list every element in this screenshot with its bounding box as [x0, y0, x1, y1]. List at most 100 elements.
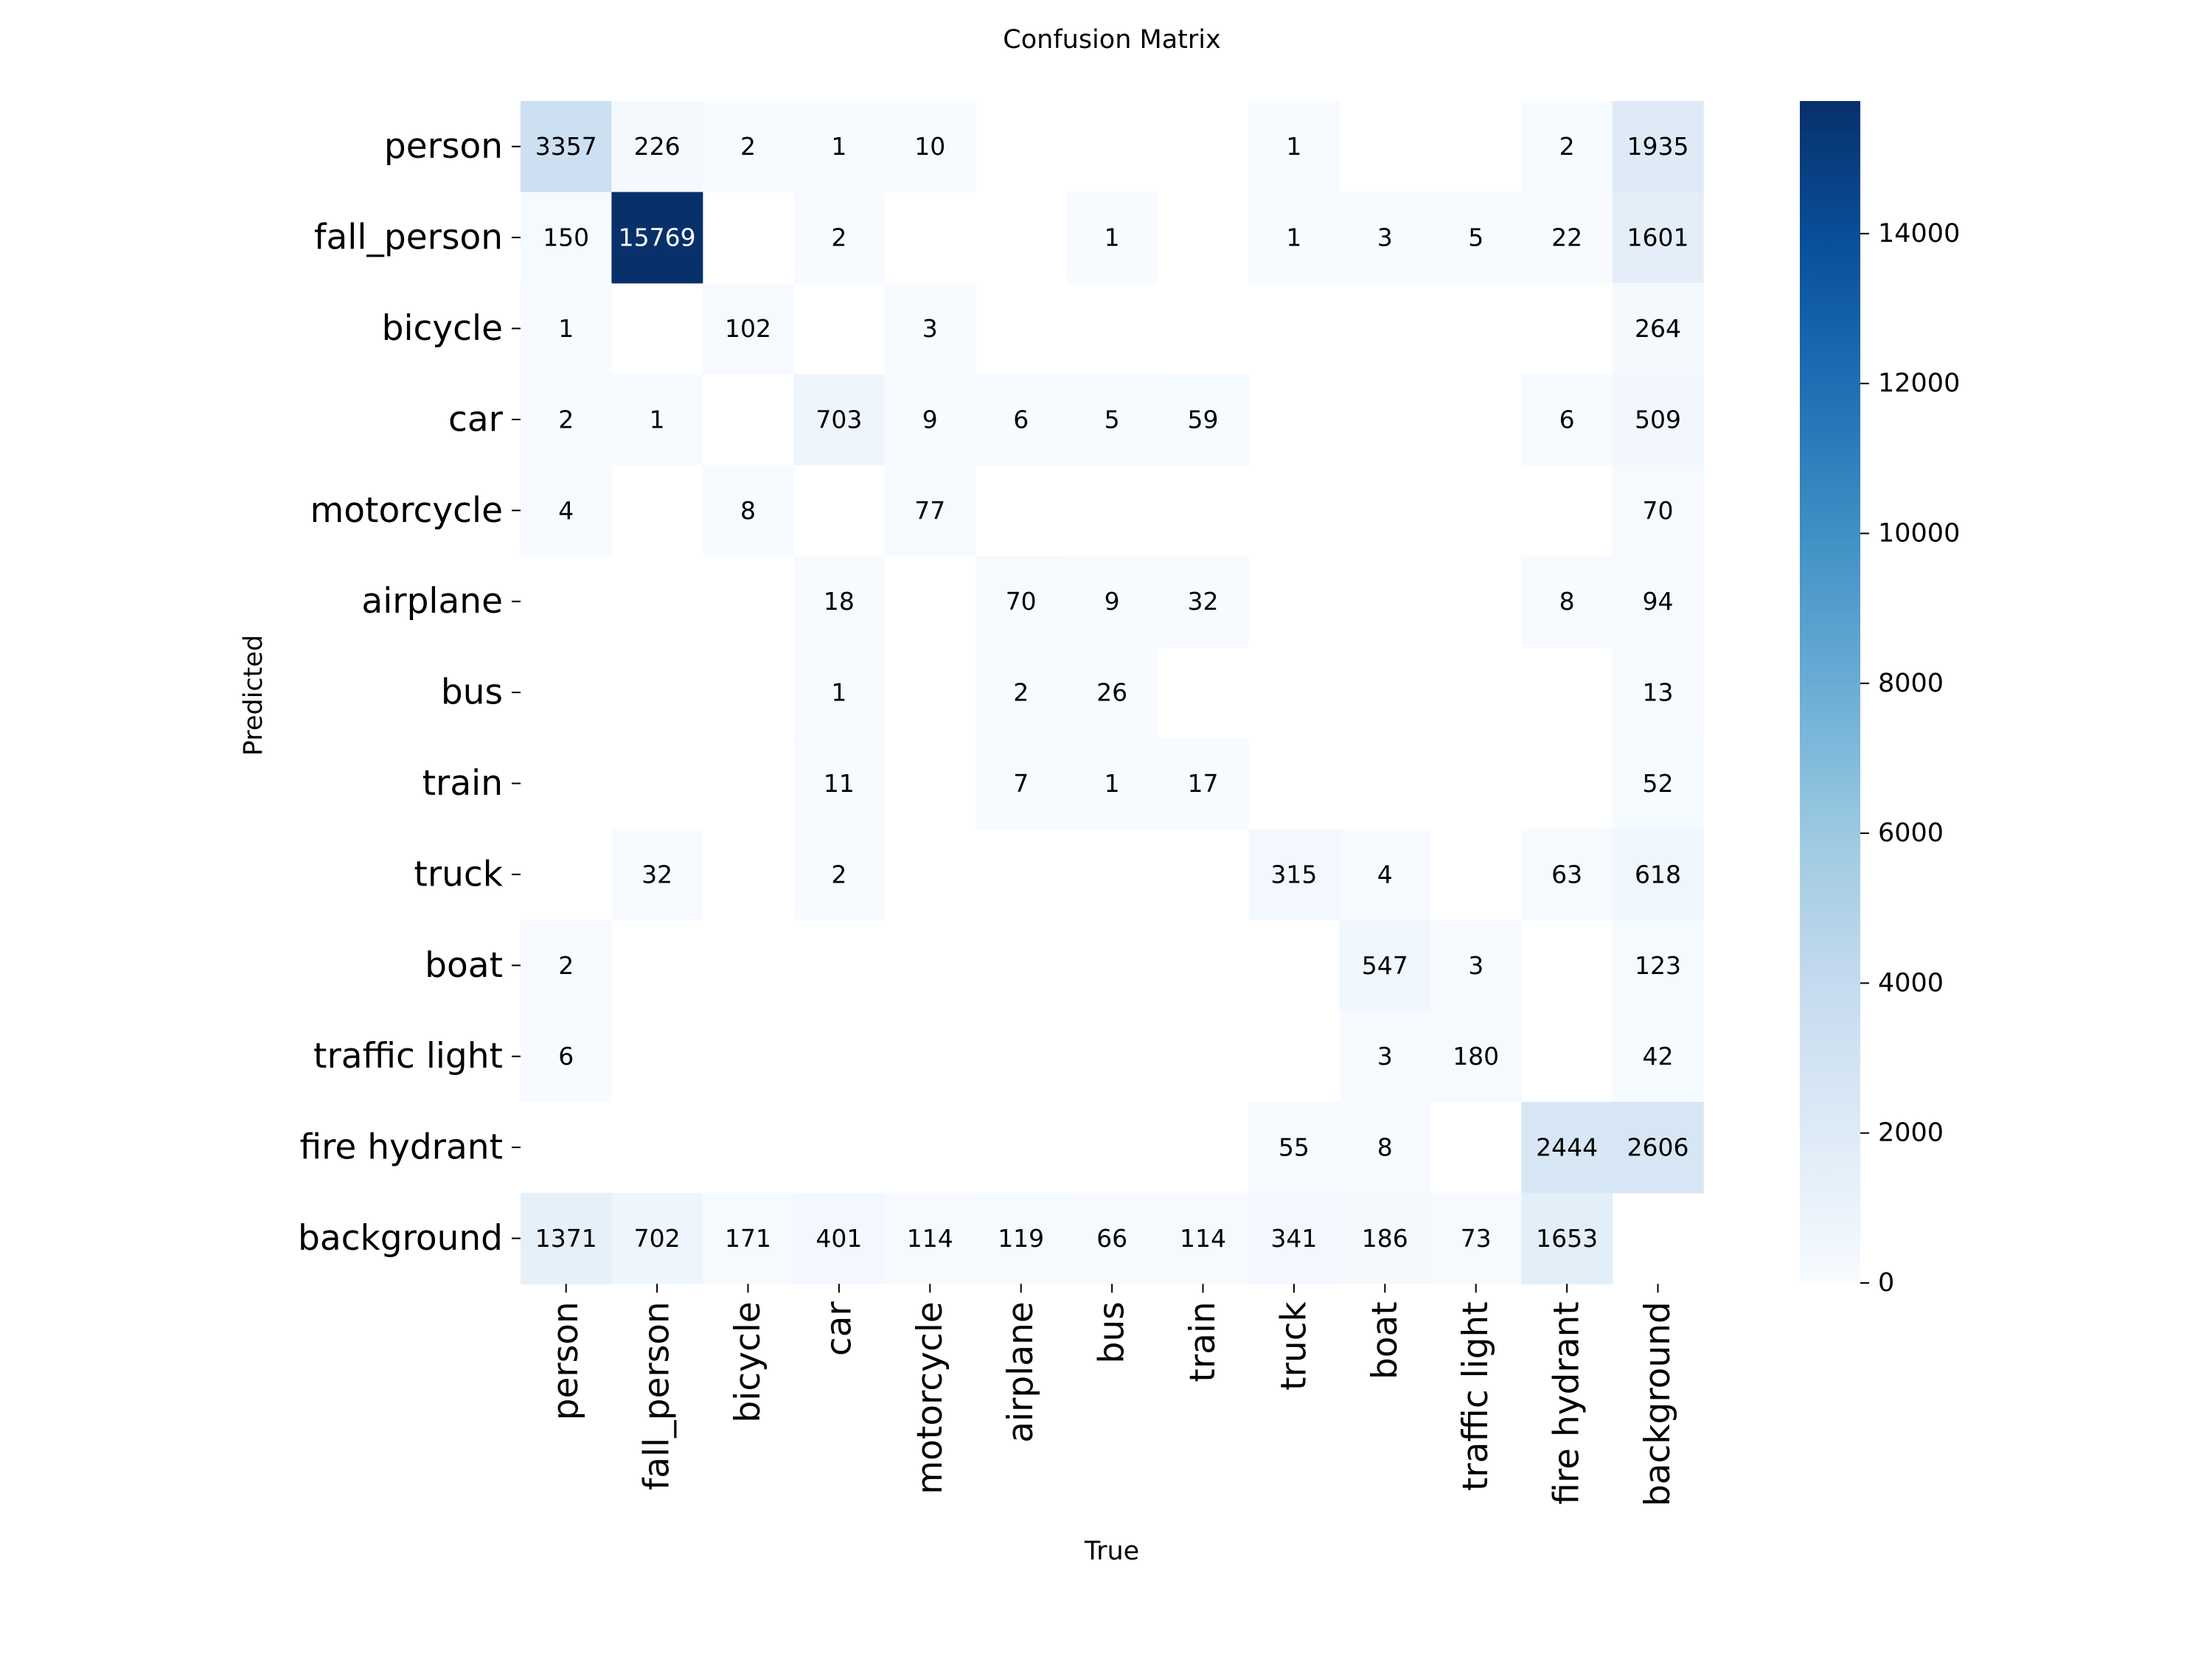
cell-value: 1935 — [1627, 132, 1689, 161]
heatmap-cell — [521, 465, 612, 557]
heatmap-cell — [611, 374, 703, 466]
cell-value: 119 — [998, 1224, 1044, 1253]
cell-value: 4 — [558, 496, 574, 525]
column-tick-label: fire hydrant — [1547, 1301, 1587, 1505]
cell-value: 1 — [1286, 223, 1301, 252]
cell-value: 1 — [650, 405, 665, 434]
heatmap-cell — [975, 1192, 1067, 1284]
heatmap-cells — [521, 101, 1704, 1284]
heatmap-cell — [611, 192, 703, 284]
cell-value: 26 — [1096, 678, 1127, 707]
heatmap-cell — [793, 829, 886, 921]
column-tick-label: motorcycle — [910, 1301, 950, 1494]
cell-value: 42 — [1643, 1042, 1674, 1071]
cell-value: 1 — [831, 132, 846, 161]
colorbar — [1800, 101, 1860, 1283]
heatmap-cell — [611, 1192, 703, 1284]
heatmap-cell — [1612, 556, 1704, 647]
cell-value: 703 — [815, 405, 862, 434]
cell-value: 171 — [725, 1224, 771, 1253]
heatmap-cell — [1612, 192, 1704, 284]
heatmap-cell — [1248, 192, 1340, 284]
heatmap-cell — [1521, 374, 1613, 466]
cell-value: 17 — [1188, 769, 1219, 798]
heatmap-cell — [702, 282, 794, 375]
heatmap-cell — [884, 1192, 976, 1284]
cell-value: 22 — [1551, 223, 1582, 252]
heatmap-cell — [1066, 1192, 1158, 1284]
cell-value: 2 — [1559, 132, 1575, 161]
cell-value: 1601 — [1627, 223, 1689, 252]
heatmap-cell — [1430, 192, 1522, 284]
cell-value: 114 — [1180, 1224, 1226, 1253]
row-tick-label: airplane — [361, 581, 503, 622]
column-tick-label: train — [1183, 1301, 1223, 1382]
heatmap-cell — [1612, 101, 1704, 192]
heatmap-cell — [884, 465, 976, 557]
column-tick-label: bus — [1092, 1301, 1133, 1363]
row-tick-label: person — [384, 126, 503, 167]
heatmap-cell — [1521, 829, 1613, 921]
heatmap-cell — [1521, 1192, 1613, 1284]
heatmap-cell — [1521, 101, 1613, 192]
cell-value: 73 — [1461, 1224, 1492, 1253]
cell-value: 401 — [815, 1224, 862, 1253]
heatmap-cell — [1339, 919, 1431, 1012]
cell-value: 6 — [1559, 405, 1575, 434]
cell-value: 3 — [922, 314, 938, 343]
heatmap-cell — [793, 101, 886, 192]
cell-value: 618 — [1635, 860, 1681, 888]
heatmap-cell — [1521, 192, 1613, 284]
cell-value: 3 — [1377, 223, 1393, 252]
heatmap-cell — [793, 737, 886, 830]
cell-value: 3357 — [535, 132, 597, 161]
heatmap-cell — [611, 101, 703, 192]
colorbar-tick-label: 10000 — [1878, 518, 1960, 548]
column-tick-label: bicycle — [728, 1301, 768, 1422]
heatmap-cell — [1248, 101, 1340, 192]
colorbar-tick-label: 12000 — [1878, 369, 1960, 398]
row-tick-label: motorcycle — [310, 490, 503, 531]
heatmap-cell — [1157, 374, 1249, 466]
colorbar-tick-label: 8000 — [1878, 669, 1944, 698]
cell-value: 509 — [1635, 405, 1681, 434]
heatmap-cell — [611, 829, 703, 921]
heatmap-cell — [1612, 374, 1704, 466]
cell-value: 102 — [725, 314, 771, 343]
column-tick-label: truck — [1273, 1301, 1314, 1390]
row-tick-label: bicycle — [382, 308, 503, 349]
cell-value: 6 — [1013, 405, 1029, 434]
cell-value: 77 — [914, 496, 945, 525]
heatmap-cell — [1339, 1102, 1431, 1194]
row-tick-label: fire hydrant — [299, 1127, 503, 1168]
cell-value: 8 — [1377, 1133, 1393, 1162]
row-tick-label: traffic light — [313, 1036, 503, 1077]
heatmap-cell — [1066, 374, 1158, 466]
heatmap-cell — [1339, 829, 1431, 921]
heatmap-cell — [793, 647, 886, 739]
heatmap-cell — [1339, 192, 1431, 284]
colorbar-ticks: 0 2000 4000 6000 8000 10000 12000 14000 — [1860, 219, 1960, 1298]
heatmap-cell — [1248, 829, 1340, 921]
colorbar-tick-label: 4000 — [1878, 968, 1944, 998]
heatmap-cell — [793, 1192, 886, 1284]
row-tick-label: train — [422, 763, 503, 804]
heatmap-cell — [521, 374, 612, 466]
cell-value: 70 — [1643, 496, 1674, 525]
heatmap-cell — [975, 556, 1067, 647]
heatmap-cell — [702, 101, 794, 192]
y-axis-label: Predicted — [239, 635, 268, 756]
colorbar-tick-label: 6000 — [1878, 818, 1944, 848]
cell-value: 13 — [1643, 678, 1674, 707]
cell-value: 4 — [1377, 860, 1393, 888]
heatmap-cell — [1066, 737, 1158, 830]
column-tick-label: airplane — [1001, 1301, 1041, 1443]
heatmap-cell — [1430, 1192, 1522, 1284]
row-tick-label: boat — [425, 945, 503, 986]
cell-value: 6 — [558, 1042, 574, 1071]
cell-value: 32 — [1188, 587, 1219, 616]
cell-value: 2 — [558, 951, 574, 980]
row-tick-label: background — [298, 1218, 503, 1259]
